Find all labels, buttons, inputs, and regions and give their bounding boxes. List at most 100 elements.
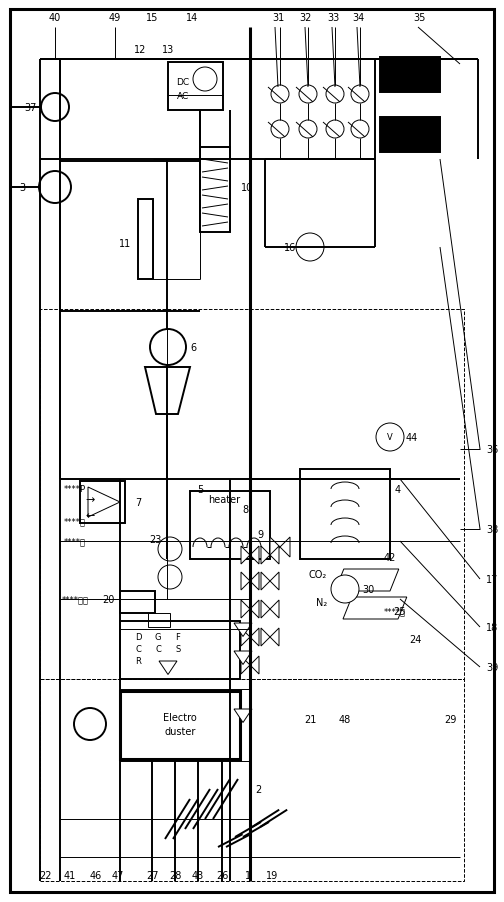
Circle shape bbox=[299, 121, 317, 139]
Text: 9: 9 bbox=[257, 529, 263, 539]
Text: 34: 34 bbox=[352, 13, 364, 23]
Text: ****水: ****水 bbox=[64, 517, 86, 526]
Circle shape bbox=[296, 234, 324, 262]
Text: 22: 22 bbox=[39, 870, 51, 880]
Text: 23: 23 bbox=[149, 534, 161, 545]
Text: 1: 1 bbox=[245, 870, 251, 880]
Bar bbox=[80, 482, 125, 523]
Circle shape bbox=[74, 708, 106, 741]
Text: R: R bbox=[135, 657, 141, 666]
Bar bbox=[40, 309, 464, 679]
Circle shape bbox=[331, 575, 359, 603]
Text: D: D bbox=[135, 633, 141, 642]
Text: 36: 36 bbox=[486, 445, 498, 455]
Polygon shape bbox=[261, 573, 270, 590]
Text: 18: 18 bbox=[486, 622, 498, 632]
Polygon shape bbox=[250, 573, 259, 590]
Bar bbox=[40, 679, 464, 881]
Text: 37: 37 bbox=[24, 103, 36, 113]
Text: C: C bbox=[155, 645, 161, 654]
Text: 10: 10 bbox=[241, 183, 253, 193]
Circle shape bbox=[326, 86, 344, 104]
Polygon shape bbox=[335, 569, 399, 592]
Text: S: S bbox=[175, 645, 180, 654]
Bar bbox=[200, 148, 230, 233]
Text: 27: 27 bbox=[146, 870, 158, 880]
Circle shape bbox=[193, 68, 217, 92]
Polygon shape bbox=[250, 601, 259, 618]
Text: 30: 30 bbox=[362, 584, 374, 594]
Text: 28: 28 bbox=[169, 870, 181, 880]
Text: ****水: ****水 bbox=[384, 607, 406, 616]
Text: 39: 39 bbox=[486, 662, 498, 672]
Polygon shape bbox=[159, 661, 177, 675]
Text: ****水: ****水 bbox=[64, 537, 86, 546]
Text: 电机P: 电机P bbox=[402, 70, 417, 79]
Text: 46: 46 bbox=[90, 870, 102, 880]
Text: G: G bbox=[155, 633, 161, 642]
Circle shape bbox=[326, 121, 344, 139]
Text: Electro: Electro bbox=[163, 713, 197, 723]
Text: 26: 26 bbox=[216, 870, 228, 880]
Text: CO₂: CO₂ bbox=[309, 569, 327, 579]
Text: duster: duster bbox=[164, 726, 196, 736]
Text: 11: 11 bbox=[119, 239, 131, 249]
Text: 13: 13 bbox=[162, 45, 174, 55]
Polygon shape bbox=[241, 601, 250, 618]
Polygon shape bbox=[88, 487, 120, 518]
Polygon shape bbox=[270, 547, 279, 565]
Text: 8: 8 bbox=[242, 504, 248, 514]
Circle shape bbox=[41, 94, 69, 122]
Text: 31: 31 bbox=[272, 13, 284, 23]
Text: 32: 32 bbox=[300, 13, 312, 23]
Text: ****P: ****P bbox=[64, 485, 86, 494]
Text: 49: 49 bbox=[109, 13, 121, 23]
Text: →: → bbox=[85, 494, 95, 504]
Text: 4: 4 bbox=[395, 484, 401, 494]
Text: 7: 7 bbox=[135, 497, 141, 508]
Circle shape bbox=[299, 86, 317, 104]
Text: 35: 35 bbox=[414, 13, 426, 23]
Bar bbox=[120, 592, 155, 613]
Text: 15: 15 bbox=[146, 13, 158, 23]
Text: 43: 43 bbox=[192, 870, 204, 880]
Bar bbox=[148, 613, 170, 627]
Text: 40: 40 bbox=[49, 13, 61, 23]
Bar bbox=[300, 469, 390, 559]
Text: V: V bbox=[387, 433, 393, 442]
Text: 33: 33 bbox=[327, 13, 339, 23]
Polygon shape bbox=[280, 538, 290, 557]
Circle shape bbox=[150, 329, 186, 365]
Bar bbox=[380, 58, 440, 93]
Polygon shape bbox=[234, 623, 252, 637]
Polygon shape bbox=[343, 597, 407, 620]
Text: 29: 29 bbox=[444, 714, 456, 724]
Text: 16: 16 bbox=[284, 243, 296, 253]
Text: 21: 21 bbox=[304, 714, 316, 724]
Text: 2: 2 bbox=[255, 784, 261, 794]
Circle shape bbox=[158, 566, 182, 589]
Text: ****无水: ****无水 bbox=[61, 594, 89, 603]
Polygon shape bbox=[241, 573, 250, 590]
Text: DC: DC bbox=[176, 78, 190, 87]
Text: 12: 12 bbox=[134, 45, 146, 55]
Polygon shape bbox=[250, 657, 259, 675]
Text: AC: AC bbox=[177, 91, 189, 100]
Polygon shape bbox=[234, 709, 252, 723]
Circle shape bbox=[376, 424, 404, 452]
Bar bbox=[190, 492, 270, 559]
Bar bbox=[120, 621, 240, 679]
Polygon shape bbox=[270, 629, 279, 647]
Circle shape bbox=[351, 86, 369, 104]
Text: 17: 17 bbox=[486, 575, 498, 584]
Bar bbox=[138, 199, 153, 280]
Text: 42: 42 bbox=[384, 552, 396, 562]
Text: 20: 20 bbox=[102, 594, 114, 604]
Polygon shape bbox=[145, 368, 190, 415]
Text: F: F bbox=[175, 633, 180, 642]
Polygon shape bbox=[234, 651, 252, 665]
Polygon shape bbox=[270, 538, 280, 557]
Text: 38: 38 bbox=[486, 524, 498, 534]
Text: 5: 5 bbox=[197, 484, 203, 494]
Bar bbox=[168, 63, 223, 111]
